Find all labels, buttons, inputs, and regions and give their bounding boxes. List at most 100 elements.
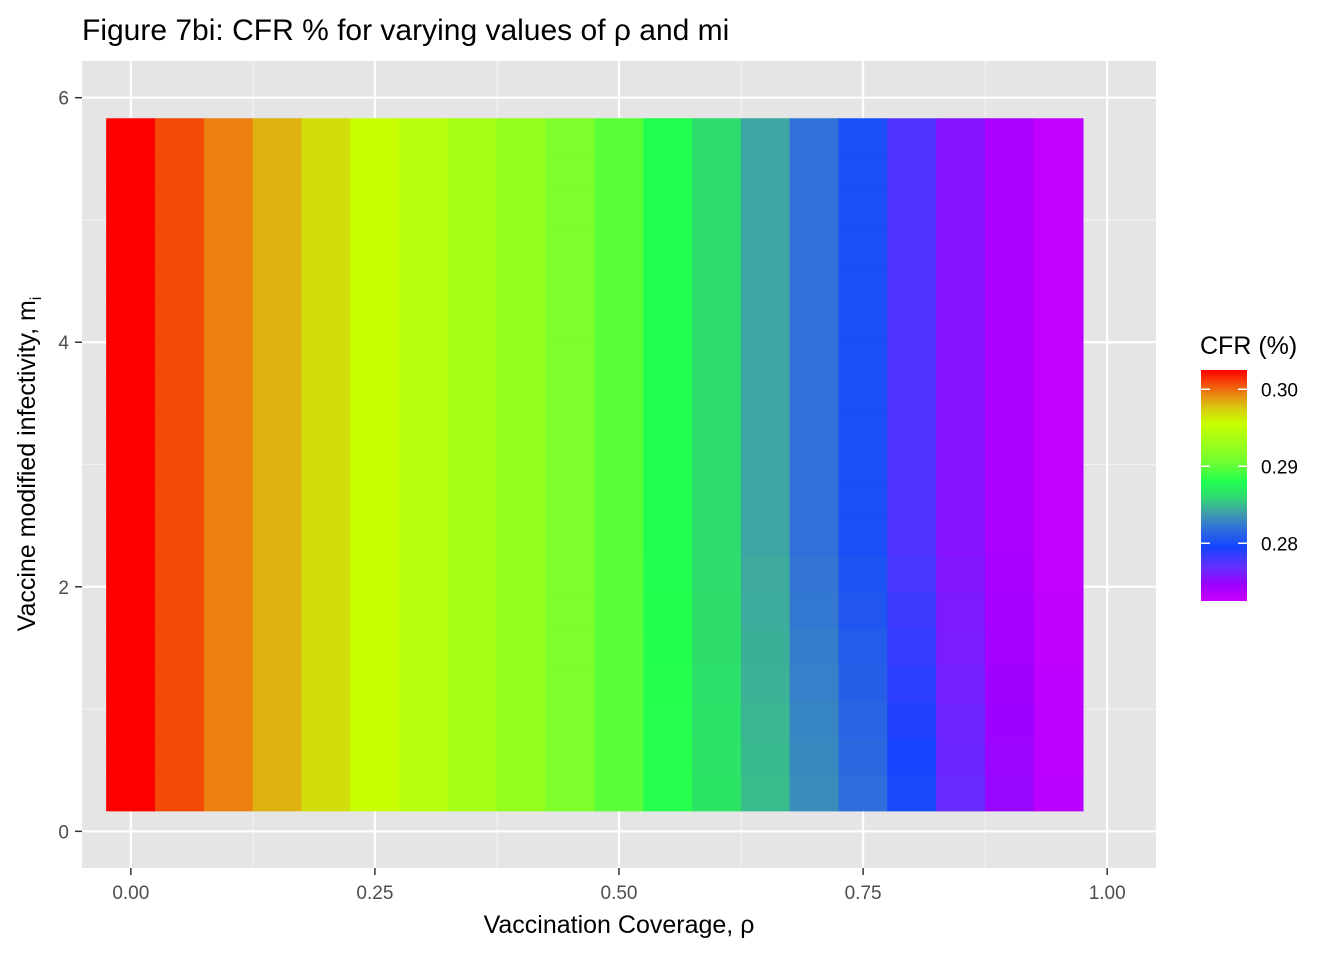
- heatmap-tile: [643, 118, 694, 156]
- heatmap-tile: [350, 227, 401, 265]
- heatmap-tile: [1033, 555, 1084, 593]
- heatmap-tile: [155, 191, 205, 229]
- heatmap-tile: [936, 773, 986, 812]
- heatmap-tile: [789, 446, 840, 484]
- heatmap-tile: [301, 154, 352, 193]
- heatmap-tile: [447, 227, 498, 265]
- heatmap-tile: [887, 664, 938, 703]
- heatmap-tile: [740, 482, 791, 520]
- heatmap-tile: [643, 227, 694, 265]
- heatmap-tile: [496, 773, 547, 812]
- heatmap-tile: [399, 628, 449, 666]
- heatmap-tile: [984, 518, 1035, 557]
- heatmap-tile: [936, 263, 986, 302]
- heatmap-tile: [740, 300, 791, 338]
- heatmap-tile: [545, 591, 596, 630]
- heatmap-tile: [203, 628, 254, 666]
- legend-tick-label: 0.30: [1261, 380, 1298, 401]
- heatmap-tile: [496, 518, 547, 557]
- heatmap-tile: [692, 482, 742, 520]
- heatmap-tile: [545, 518, 596, 557]
- heatmap-tile: [399, 591, 449, 630]
- heatmap-tile: [838, 628, 889, 666]
- heatmap-tile: [887, 300, 938, 338]
- heatmap-tile: [496, 555, 547, 593]
- heatmap-tile: [106, 518, 157, 557]
- heatmap-tile: [106, 118, 157, 156]
- heatmap-tile: [789, 628, 840, 666]
- heatmap-tile: [301, 628, 352, 666]
- heatmap-tile: [740, 154, 791, 193]
- heatmap-tile: [447, 555, 498, 593]
- y-axis-ticks: 0 2 4 6: [58, 89, 82, 843]
- heatmap-tile: [545, 773, 596, 812]
- y-axis-title: Vaccine modified infectivity, mi: [13, 297, 45, 632]
- heatmap-tile: [838, 154, 889, 193]
- heatmap-tile: [936, 373, 986, 411]
- heatmap-tile: [399, 737, 449, 775]
- heatmap-tile: [887, 482, 938, 520]
- heatmap-tile: [399, 373, 449, 411]
- heatmap-tile: [106, 409, 157, 448]
- heatmap-tile: [692, 591, 742, 630]
- heatmap-tile: [936, 227, 986, 265]
- heatmap-tile: [447, 482, 498, 520]
- heatmap-tile: [496, 300, 547, 338]
- heatmap-tile: [789, 518, 840, 557]
- heatmap-tile: [399, 227, 449, 265]
- heatmap-tile: [106, 373, 157, 411]
- heatmap-tile: [106, 336, 157, 375]
- heatmap-tile: [1033, 482, 1084, 520]
- heatmap-tile: [350, 300, 401, 338]
- heatmap-tile: [1033, 263, 1084, 302]
- heatmap-tile: [838, 118, 889, 156]
- heatmap-tile: [106, 591, 157, 630]
- x-tick-label: 1.00: [1089, 883, 1126, 904]
- heatmap-tile: [496, 628, 547, 666]
- heatmap-tile: [789, 701, 840, 739]
- heatmap-tile: [545, 336, 596, 375]
- heatmap-tile: [350, 446, 401, 484]
- heatmap-tile: [399, 664, 449, 703]
- heatmap-tile: [789, 373, 840, 411]
- heatmap-tile: [447, 591, 498, 630]
- heatmap-tile: [155, 518, 205, 557]
- heatmap-tile: [155, 154, 205, 193]
- heatmap-tile: [838, 482, 889, 520]
- heatmap-tile: [692, 300, 742, 338]
- heatmap-tile: [740, 628, 791, 666]
- x-axis-title: Vaccination Coverage, ρ: [484, 911, 755, 939]
- heatmap-tile: [1033, 409, 1084, 448]
- heatmap-tile: [301, 373, 352, 411]
- heatmap-tile: [643, 191, 694, 229]
- heatmap-tile: [252, 737, 303, 775]
- heatmap-tile: [252, 336, 303, 375]
- heatmap-tile: [936, 737, 986, 775]
- heatmap-tile: [1033, 118, 1084, 156]
- heatmap-tile: [301, 300, 352, 338]
- legend-tick-label: 0.28: [1261, 534, 1298, 555]
- heatmap-tile: [301, 482, 352, 520]
- heatmap-tile: [838, 300, 889, 338]
- heatmap-tile: [203, 154, 254, 193]
- heatmap-tile: [350, 409, 401, 448]
- heatmap-tile: [838, 701, 889, 739]
- heatmap-tile: [789, 154, 840, 193]
- heatmap-tile: [984, 373, 1035, 411]
- heatmap-tile: [301, 336, 352, 375]
- colorbar-legend: CFR (%) 0.30 0.29 0.28: [1200, 332, 1298, 601]
- heatmap-tile: [301, 555, 352, 593]
- heatmap-tile: [447, 737, 498, 775]
- heatmap-tile: [887, 518, 938, 557]
- heatmap-tile: [984, 773, 1035, 812]
- heatmap-tile: [155, 591, 205, 630]
- heatmap-tile: [1033, 518, 1084, 557]
- heatmap-tile: [203, 555, 254, 593]
- heatmap-tile: [252, 227, 303, 265]
- heatmap-tile: [301, 664, 352, 703]
- heatmap-tile: [203, 737, 254, 775]
- heatmap-tile: [301, 518, 352, 557]
- heatmap-tile: [447, 263, 498, 302]
- heatmap-tile: [496, 118, 547, 156]
- heatmap-tile: [203, 191, 254, 229]
